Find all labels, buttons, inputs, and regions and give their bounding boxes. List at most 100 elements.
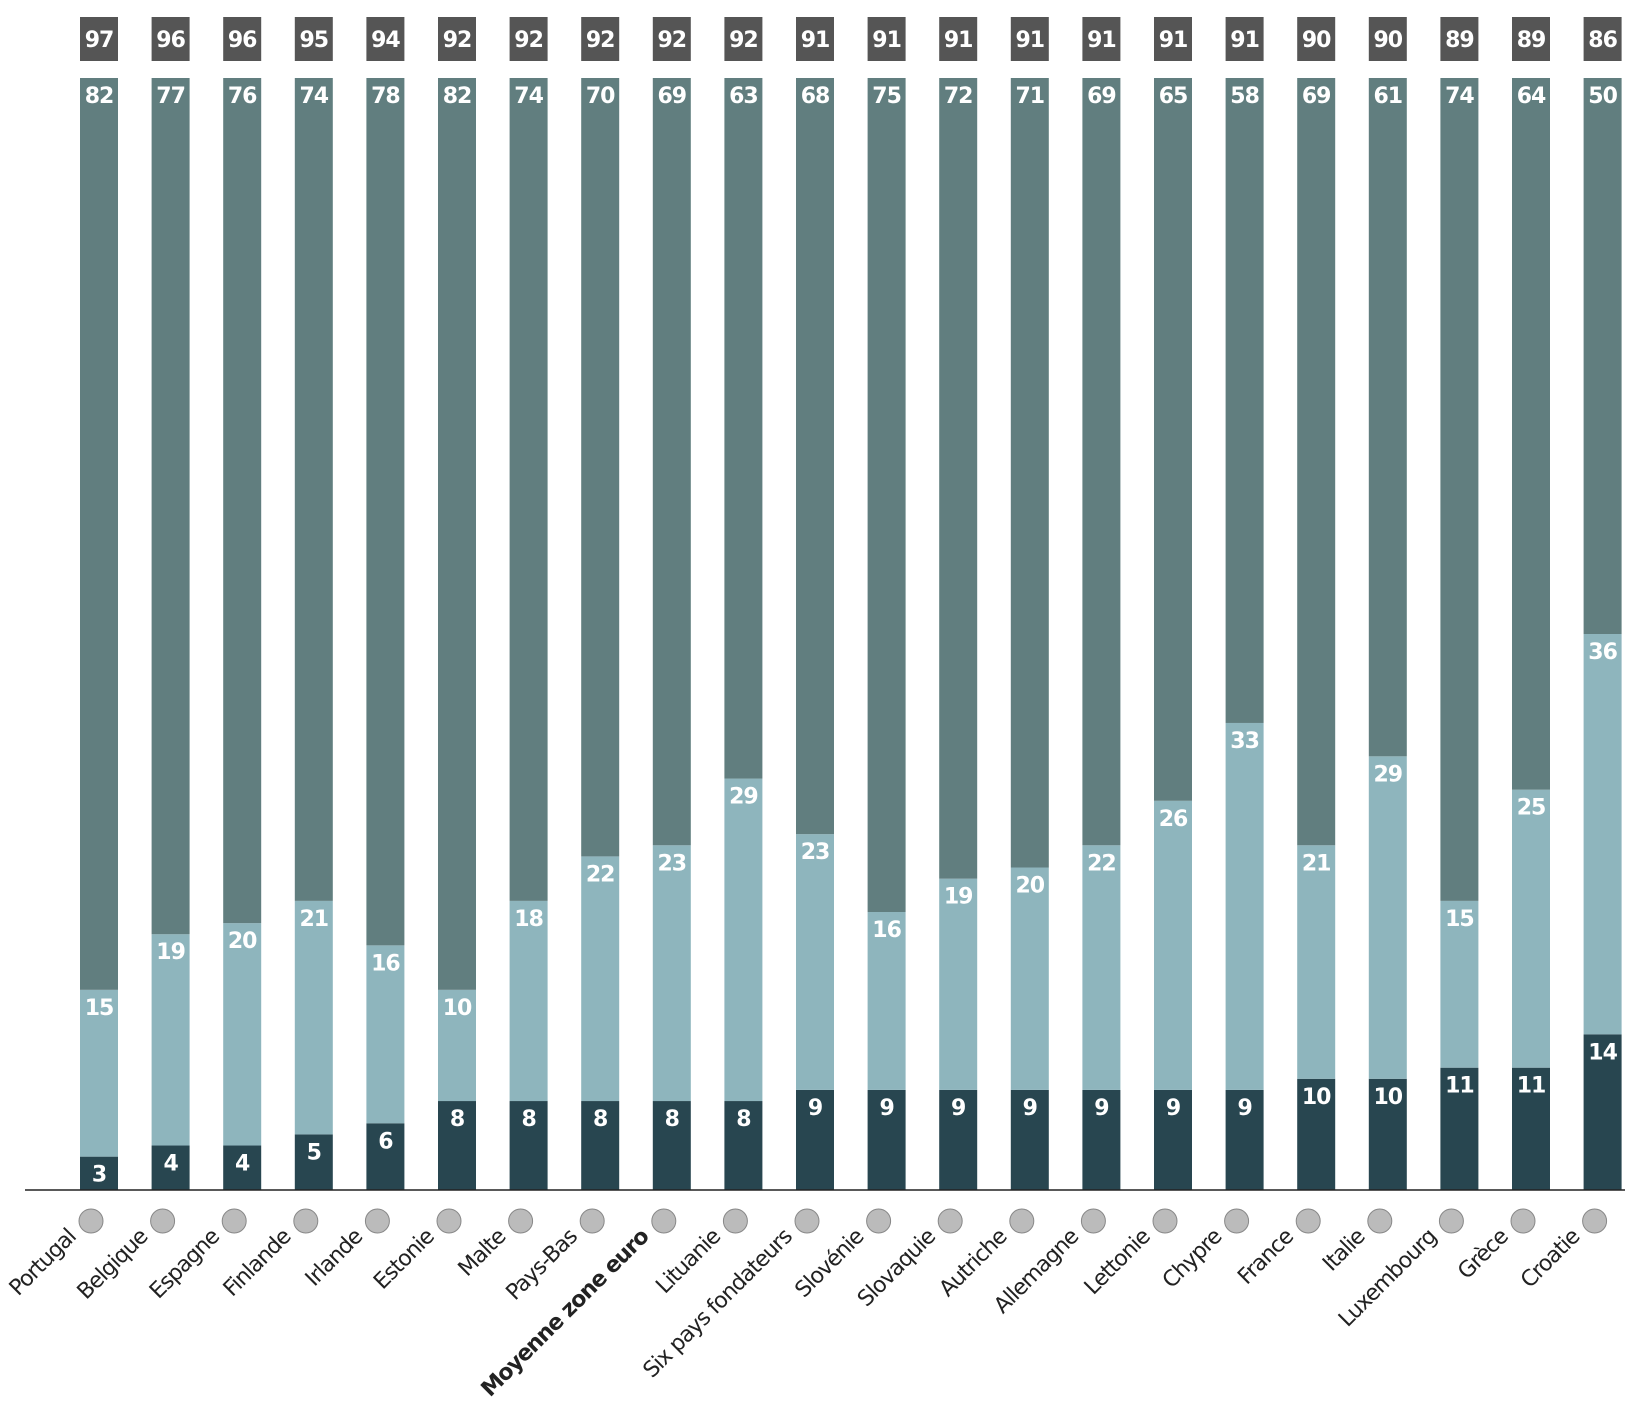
value-label: 68 xyxy=(801,84,830,109)
bar-segment xyxy=(151,78,190,935)
bar-segment xyxy=(652,78,691,846)
bar-segment xyxy=(438,78,476,990)
flag-icon xyxy=(221,1208,247,1234)
value-label: 8 xyxy=(593,1107,607,1132)
value-label: 6 xyxy=(378,1129,393,1154)
value-label: 22 xyxy=(1087,851,1116,876)
total-label: 91 xyxy=(1015,28,1044,53)
total-label: 94 xyxy=(371,28,400,53)
total-box xyxy=(724,17,763,61)
bar-segment xyxy=(867,912,906,1090)
bar-segment xyxy=(151,1145,190,1190)
total-box xyxy=(438,17,476,61)
flag-icon xyxy=(1152,1208,1178,1234)
bar-segment xyxy=(1297,78,1336,846)
bar-segment xyxy=(939,1089,978,1190)
bar-segment xyxy=(294,1134,333,1190)
value-label: 77 xyxy=(156,84,185,109)
value-label: 9 xyxy=(1237,1096,1251,1121)
bar-segment xyxy=(1583,634,1622,1035)
total-box xyxy=(1583,17,1622,61)
value-label: 8 xyxy=(450,1107,464,1132)
value-label: 23 xyxy=(801,840,830,865)
total-box xyxy=(151,17,190,61)
bar-segment xyxy=(294,78,333,901)
total-label: 90 xyxy=(1302,28,1331,53)
value-label: 9 xyxy=(808,1096,822,1121)
bar-segment xyxy=(1154,1089,1192,1190)
bar-segment xyxy=(1225,78,1264,723)
total-label: 96 xyxy=(156,28,185,53)
x-tick-label: France xyxy=(1233,1224,1298,1289)
x-tick-label: Italie xyxy=(1318,1224,1370,1276)
bar-segment xyxy=(867,1089,906,1190)
bar-segment xyxy=(1082,845,1121,1090)
value-label: 58 xyxy=(1230,84,1259,109)
value-label: 3 xyxy=(92,1163,106,1188)
bar-segment xyxy=(581,1101,620,1190)
bar-segment xyxy=(80,989,118,1157)
bar-segment xyxy=(438,1101,476,1190)
bar-segment xyxy=(1583,78,1622,634)
bar-segment xyxy=(581,78,620,857)
bar-segment xyxy=(223,78,262,924)
bar-segment xyxy=(366,1123,405,1190)
value-label: 64 xyxy=(1517,84,1546,109)
x-tick-label: Portugal xyxy=(5,1225,81,1301)
value-label: 29 xyxy=(729,785,758,810)
bar-segment xyxy=(1010,867,1049,1090)
total-box xyxy=(939,17,978,61)
bar-segment xyxy=(796,1089,834,1190)
total-box xyxy=(796,17,834,61)
flag-icon xyxy=(866,1208,892,1234)
value-label: 78 xyxy=(371,84,400,109)
value-label: 5 xyxy=(307,1140,321,1165)
value-label: 10 xyxy=(443,996,472,1021)
total-label: 91 xyxy=(1159,28,1188,53)
value-label: 63 xyxy=(729,84,758,109)
total-box xyxy=(1225,17,1264,61)
total-label: 91 xyxy=(1230,28,1259,53)
flag-icon xyxy=(1224,1208,1250,1234)
value-label: 33 xyxy=(1230,729,1259,754)
bar-segment xyxy=(1225,1089,1264,1190)
value-label: 25 xyxy=(1517,796,1546,821)
bar-segment xyxy=(1512,78,1550,790)
value-label: 8 xyxy=(736,1107,750,1132)
x-tick-label: Lituanie xyxy=(651,1224,726,1299)
x-tick-label: Croatie xyxy=(1516,1224,1585,1293)
bar-segment xyxy=(1583,1034,1622,1190)
bar-segment xyxy=(223,1145,262,1190)
bar-segment xyxy=(294,900,333,1135)
bar-segment xyxy=(1440,900,1479,1068)
flag-icon xyxy=(436,1208,462,1234)
bar-segment xyxy=(1368,1078,1407,1190)
value-label: 9 xyxy=(1166,1096,1180,1121)
total-label: 92 xyxy=(657,28,686,53)
value-label: 70 xyxy=(586,84,615,109)
x-tick-label: Estonie xyxy=(369,1224,439,1294)
x-tick-label: Chypre xyxy=(1158,1224,1227,1293)
bar-segment xyxy=(724,78,763,779)
total-box xyxy=(1440,17,1479,61)
value-label: 21 xyxy=(299,907,328,932)
total-box xyxy=(652,17,691,61)
bar-segment xyxy=(1225,722,1264,1090)
bar-segment xyxy=(1440,1067,1479,1190)
total-box xyxy=(867,17,906,61)
flag-icon xyxy=(1510,1208,1536,1234)
x-tick-label: Irlande xyxy=(301,1224,368,1291)
bar-segment xyxy=(1082,1089,1121,1190)
value-label: 23 xyxy=(657,851,686,876)
total-label: 92 xyxy=(514,28,543,53)
total-label: 95 xyxy=(299,28,328,53)
bar-segment xyxy=(1368,756,1407,1079)
bar-segment xyxy=(1010,78,1049,868)
bar-segment xyxy=(438,989,476,1102)
bar-segment xyxy=(1297,845,1336,1079)
value-label: 69 xyxy=(1087,84,1116,109)
bar-segment xyxy=(652,1101,691,1190)
x-tick-label: Belgique xyxy=(73,1224,153,1304)
total-box xyxy=(223,17,262,61)
